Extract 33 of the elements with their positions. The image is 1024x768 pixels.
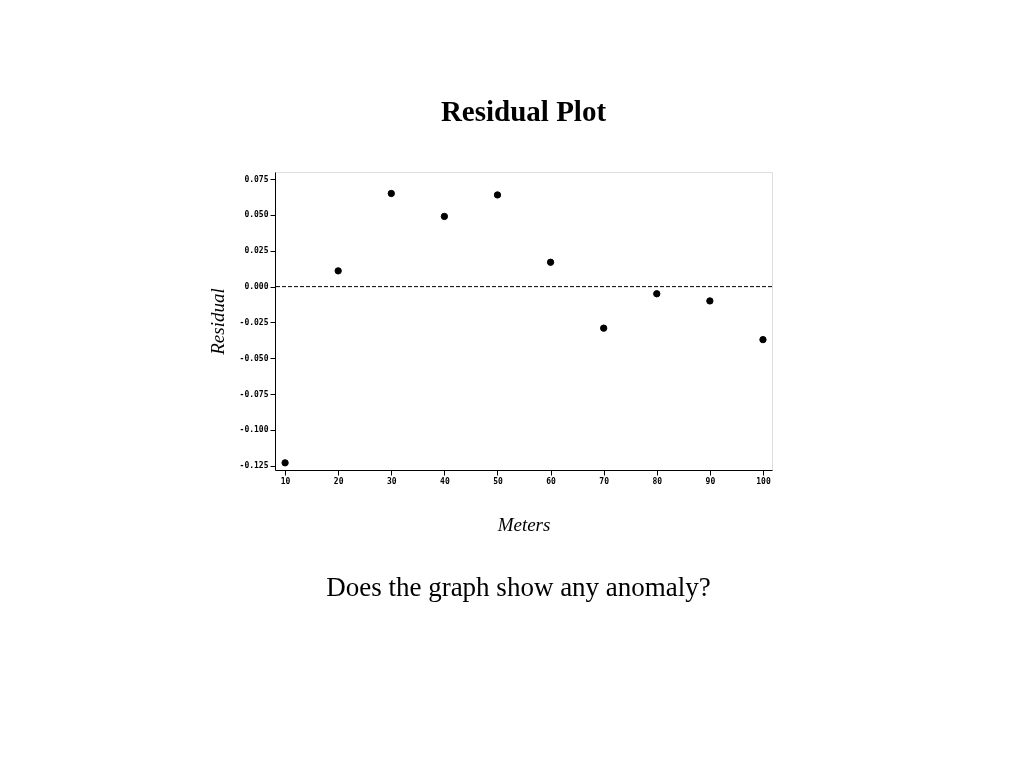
y-tick-label: 0.075 [244, 174, 269, 184]
point [440, 212, 449, 221]
y-tick-label: 0.050 [244, 210, 269, 220]
y-tick-label: -0.125 [239, 461, 269, 471]
x-tick-label: 20 [333, 476, 344, 486]
point [706, 297, 714, 305]
y-axis-title: Residual [206, 288, 228, 356]
point [653, 290, 661, 298]
point [387, 189, 395, 198]
point [334, 267, 342, 275]
x-tick-label: 10 [280, 476, 291, 486]
x-tick-label: 70 [599, 476, 610, 486]
x-tick-label: 80 [652, 476, 663, 486]
y-tick-label: -0.050 [239, 353, 269, 363]
point [759, 335, 767, 344]
x-tick-label: 30 [386, 476, 397, 486]
y-tick-label: -0.025 [239, 317, 269, 327]
text: Does the graph show any anomaly? [326, 572, 711, 602]
x-tick-label: 50 [493, 476, 503, 486]
x-tick-label: 90 [705, 476, 716, 486]
y-tick-label: 0.000 [244, 282, 269, 292]
x-tick-label: 100 [756, 476, 771, 486]
x-tick-label: 60 [546, 476, 557, 486]
y-tick-label: -0.075 [239, 389, 269, 399]
x-axis-title: Meters [496, 513, 551, 535]
y-tick-label: 0.025 [244, 246, 269, 256]
x-tick-label: 40 [440, 476, 450, 486]
chart-title: Residual Plot [440, 95, 607, 127]
y-tick-label: -0.100 [239, 425, 269, 435]
point [546, 258, 555, 266]
point [600, 324, 608, 332]
point [281, 459, 289, 467]
point [493, 191, 502, 199]
